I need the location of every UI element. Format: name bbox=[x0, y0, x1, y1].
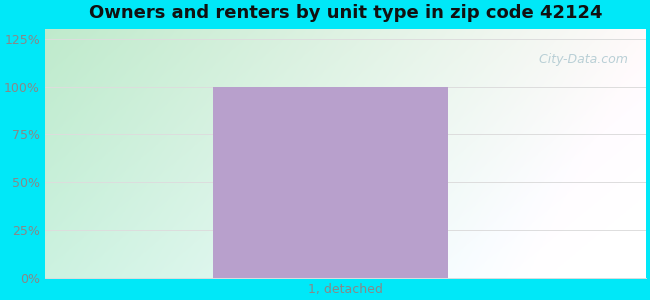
Text: City-Data.com: City-Data.com bbox=[531, 52, 628, 66]
Bar bbox=[213, 87, 448, 278]
Title: Owners and renters by unit type in zip code 42124: Owners and renters by unit type in zip c… bbox=[88, 4, 602, 22]
